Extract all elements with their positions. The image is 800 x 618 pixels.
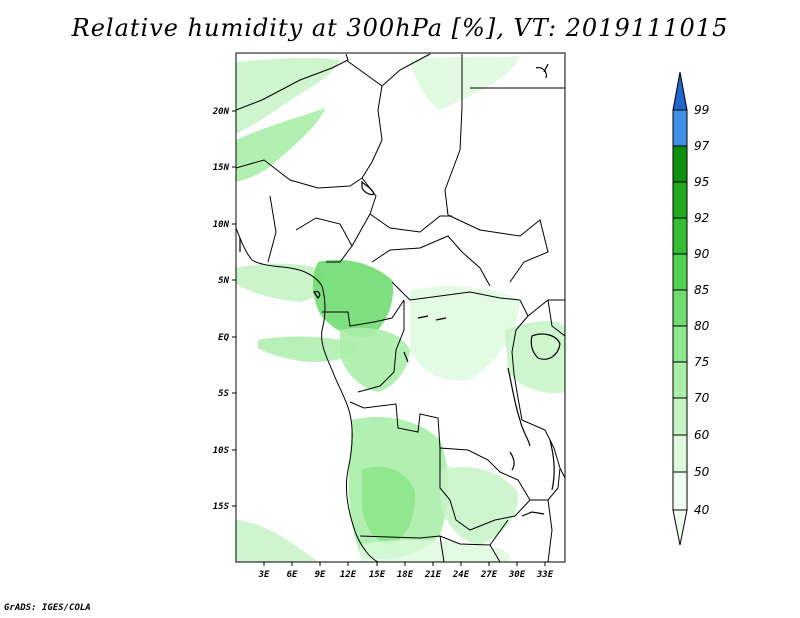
lon-label-12e: 12E — [340, 570, 357, 580]
colorbar-label-92: 92 — [694, 211, 709, 225]
lat-label-5s: 5S — [218, 389, 229, 399]
border-mozambique — [547, 467, 565, 562]
colorbar-seg-90 — [672, 217, 688, 255]
lat-label-eq: EQ — [218, 333, 229, 343]
lon-label-33e: 33E — [536, 570, 554, 580]
map-title: Relative humidity at 300hPa [%], VT: 201… — [71, 14, 729, 42]
colorbar-seg-70 — [672, 361, 688, 399]
border-car-south — [371, 235, 491, 287]
lake-mweru — [509, 451, 515, 471]
lat-label-10n: 10N — [213, 220, 230, 230]
colorbar-seg-80 — [672, 289, 688, 327]
lat-label-10s: 10S — [213, 446, 230, 456]
lon-label-15e: 15E — [369, 570, 386, 580]
colorbar-label-70: 70 — [694, 391, 710, 405]
border-sahara-north — [236, 53, 349, 111]
coastline-west-africa — [236, 227, 379, 562]
lon-label-30e: 30E — [508, 570, 526, 580]
colorbar-min-triangle — [672, 509, 688, 546]
longitude-tick-marks — [263, 562, 546, 566]
lat-label-15s: 15S — [213, 502, 230, 512]
lake-malawi — [549, 439, 555, 491]
latitude-tick-marks — [232, 110, 236, 507]
border-gabon-congo — [322, 299, 405, 327]
humidity-area-congo-basin — [340, 327, 410, 392]
border-chad-north — [345, 59, 383, 179]
lon-label-3e: 3E — [258, 570, 270, 580]
lat-label-20n: 20N — [212, 107, 230, 117]
colorbar-seg-75 — [672, 325, 688, 363]
lon-label-24e: 24E — [452, 570, 470, 580]
lake-victoria — [530, 333, 561, 360]
border-nigeria — [267, 195, 353, 263]
colorbar-label-50: 50 — [694, 465, 710, 479]
reservoir-kariba — [521, 511, 545, 517]
colorbar-label-85: 85 — [694, 283, 709, 297]
border-drc-north — [391, 281, 521, 301]
colorbar-seg-92 — [672, 181, 688, 219]
humidity-area-north-sahel — [236, 57, 340, 135]
humidity-area-sahel-band — [236, 108, 326, 182]
lake-tanganyika — [507, 367, 531, 447]
colorbar-seg-95 — [672, 145, 688, 183]
colorbar-seg-40 — [672, 471, 688, 511]
humidity-area-cameroon-core — [312, 259, 394, 337]
border-east-africa — [527, 299, 565, 337]
humidity-shading — [236, 56, 565, 562]
border-drc-angola — [349, 401, 501, 473]
border-sudan-libya — [381, 53, 431, 87]
lon-label-21e: 21E — [424, 570, 442, 580]
border-egypt-sudan — [444, 54, 463, 216]
border-south-sudan — [447, 214, 549, 283]
map-frame — [235, 52, 566, 563]
colorbar-max-triangle — [672, 71, 688, 111]
red-sea-coast — [535, 63, 549, 79]
lat-label-15n: 15N — [213, 163, 230, 173]
lon-label-18e: 18E — [397, 570, 414, 580]
humidity-area-southwest — [236, 520, 318, 562]
humidity-area-angola-core — [362, 466, 416, 546]
lon-label-9e: 9E — [315, 570, 326, 580]
colorbar-label-40: 40 — [694, 503, 710, 517]
humidity-area-east — [505, 321, 565, 394]
colorbar-label-90: 90 — [694, 247, 710, 261]
humidity-area-northeast — [410, 56, 520, 110]
island-bioko — [313, 290, 321, 299]
border-zambia — [439, 448, 531, 531]
colorbar-seg-85 — [672, 253, 688, 291]
colorbar-label-60: 60 — [694, 428, 710, 442]
border-chad-car — [351, 177, 452, 247]
lon-label-6e: 6E — [287, 570, 298, 580]
border-botswana — [439, 535, 501, 562]
humidity-area-guinea-coast — [236, 263, 324, 302]
colorbar-label-95: 95 — [694, 175, 709, 189]
lakes — [239, 63, 561, 517]
border-angola-namibia — [359, 519, 509, 546]
humidity-area-gulf-band — [258, 336, 360, 362]
colorbar-seg-97 — [672, 109, 688, 147]
inland-water-drc — [403, 315, 447, 363]
humidity-area-central-light — [410, 286, 520, 381]
lat-label-5n: 5N — [218, 276, 229, 286]
colorbar-label-97: 97 — [694, 139, 710, 153]
colorbar-label-80: 80 — [694, 319, 710, 333]
lon-label-27e: 27E — [480, 570, 498, 580]
colorbar-seg-50 — [672, 434, 688, 473]
border-tanzania-south — [521, 419, 561, 501]
humidity-area-south — [360, 539, 511, 562]
border-sahel-niger — [236, 159, 363, 189]
humidity-area-zambia — [440, 466, 519, 545]
lake-chad — [361, 180, 375, 196]
colorbar — [672, 71, 688, 546]
colorbar-seg-60 — [672, 397, 688, 436]
colorbar-label-99: 99 — [694, 103, 709, 117]
grads-credit: GrADS: IGES/COLA — [4, 603, 91, 613]
colorbar-label-75: 75 — [694, 355, 709, 369]
border-congo-drc — [357, 300, 405, 393]
